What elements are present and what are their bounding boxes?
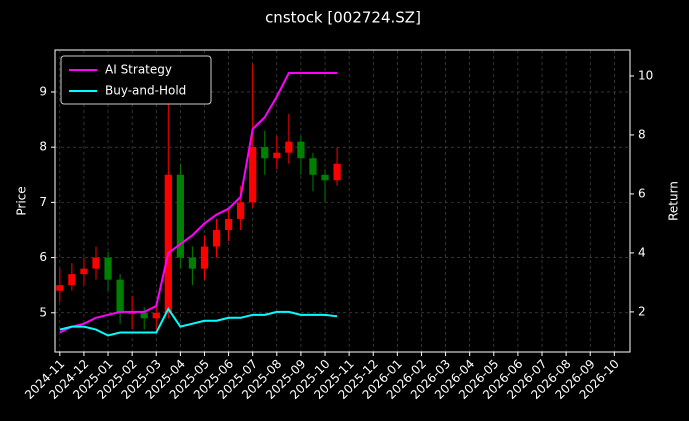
return-line <box>59 72 338 334</box>
candle-body <box>68 274 76 286</box>
candle-body <box>176 174 184 258</box>
candle-body <box>249 147 257 203</box>
candle-body <box>297 141 305 159</box>
candle-body <box>237 202 245 219</box>
candle-body <box>273 152 281 159</box>
candle-body <box>80 268 88 275</box>
y2-tick-label: 6 <box>638 186 646 200</box>
chart-title: cnstock [002724.SZ] <box>265 9 421 27</box>
y-tick-label: 9 <box>39 84 47 98</box>
legend-box <box>60 55 212 105</box>
y2-tick-label: 8 <box>638 127 646 141</box>
return-line <box>59 306 338 337</box>
legend-label: Buy-and-Hold <box>105 84 186 98</box>
candle-body <box>92 257 100 269</box>
y-tick-label: 8 <box>39 140 47 154</box>
candle-body <box>140 312 148 319</box>
y-tick-label: 5 <box>39 305 47 319</box>
candle-body <box>212 229 221 247</box>
candle-body <box>188 257 197 269</box>
y2-axis-label: Return <box>667 181 681 221</box>
candle-body <box>200 246 209 269</box>
y2-tick-label: 10 <box>638 68 653 82</box>
legend-label: AI Strategy <box>105 63 172 77</box>
candle-body <box>321 174 329 181</box>
candle-body <box>333 163 341 181</box>
candle-body <box>261 147 269 159</box>
candle-body <box>164 174 172 313</box>
candle-body <box>128 312 136 314</box>
y2-tick-label: 2 <box>638 304 646 318</box>
plot-frame <box>54 49 631 353</box>
candle-body <box>285 141 293 153</box>
y2-tick-label: 4 <box>638 245 646 259</box>
candle-body <box>104 257 112 280</box>
candle-body <box>224 218 233 230</box>
y-axis-label: Price <box>15 186 29 215</box>
candle-body <box>152 312 160 319</box>
candle-body <box>116 279 124 313</box>
y-tick-label: 6 <box>39 250 47 264</box>
y-tick-label: 7 <box>39 195 47 209</box>
candle-body <box>309 158 317 175</box>
candle-body <box>56 285 64 291</box>
